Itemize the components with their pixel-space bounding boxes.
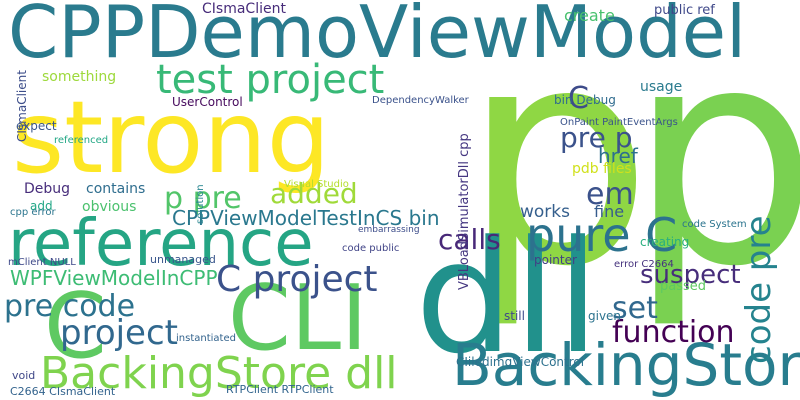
word: C2664 CIsmaClient [10,385,116,398]
word: add [30,199,53,213]
word: p pre [164,181,242,216]
word: suspect [640,260,741,290]
word: referenced [54,135,109,146]
word: pdb files [572,161,632,177]
word: passed [660,279,707,294]
word: public ref [654,3,715,18]
word: error C2664 [614,259,674,270]
word: function [612,315,735,350]
word: BackingStore dll [40,348,398,399]
word: CIsmaClient [202,1,286,17]
word: code pre [739,215,779,364]
word: code public [342,243,400,254]
word: calls [438,223,501,256]
word: CPPDemoViewModel [8,0,747,74]
word: RTPClient RTPClient [226,383,334,396]
word: OnPaint PaintEventArgs [560,117,678,128]
word: set [612,291,658,326]
word: unmanaged [150,253,216,266]
word: works [520,202,570,222]
word: embarrassing [358,225,420,235]
word: UserControl [172,95,243,109]
word: something [42,69,117,85]
word: mClient NULL [8,257,76,268]
word: expect [16,119,57,133]
word: href [598,144,638,168]
word: reference [8,207,314,281]
word: obvious [82,199,137,215]
word: test project [156,57,385,103]
word: WPFViewModelInCPP [10,266,218,290]
word: pre code [4,289,136,324]
word: C project [216,259,378,300]
word: cpp error [10,207,56,218]
word: dll [415,207,600,388]
word: fine [594,202,625,221]
word: Visual Studio [284,179,349,190]
word: pure C [526,208,678,262]
word: pre p [560,121,633,154]
word: CPPViewModelTestInCS bin [172,206,440,230]
word: solution [195,184,206,224]
word: C [568,81,589,116]
word: Debug [24,181,71,197]
word: bin Debug [554,93,616,107]
word: usage [640,79,683,95]
word: added [270,177,358,210]
word: p [628,0,800,332]
word: given [588,309,622,323]
word: CLI [228,266,368,371]
word: project [60,313,179,353]
word: pointer [534,253,577,267]
word: create [564,6,615,25]
word: em [586,177,634,212]
word: BackingStore [452,331,800,399]
word: void [12,369,36,382]
word: strong [12,79,331,196]
word: p [462,0,653,332]
word: instantiated [176,333,236,344]
word: C [44,274,107,379]
word: still [504,309,525,323]
word: contains [86,181,146,197]
word: CIiledimgViewControl [456,355,585,369]
word: DependencyWalker [372,95,469,106]
word: VBLoadSimulatorDll cpp [457,133,472,290]
word: code System [682,219,747,230]
word: creating [640,235,690,249]
